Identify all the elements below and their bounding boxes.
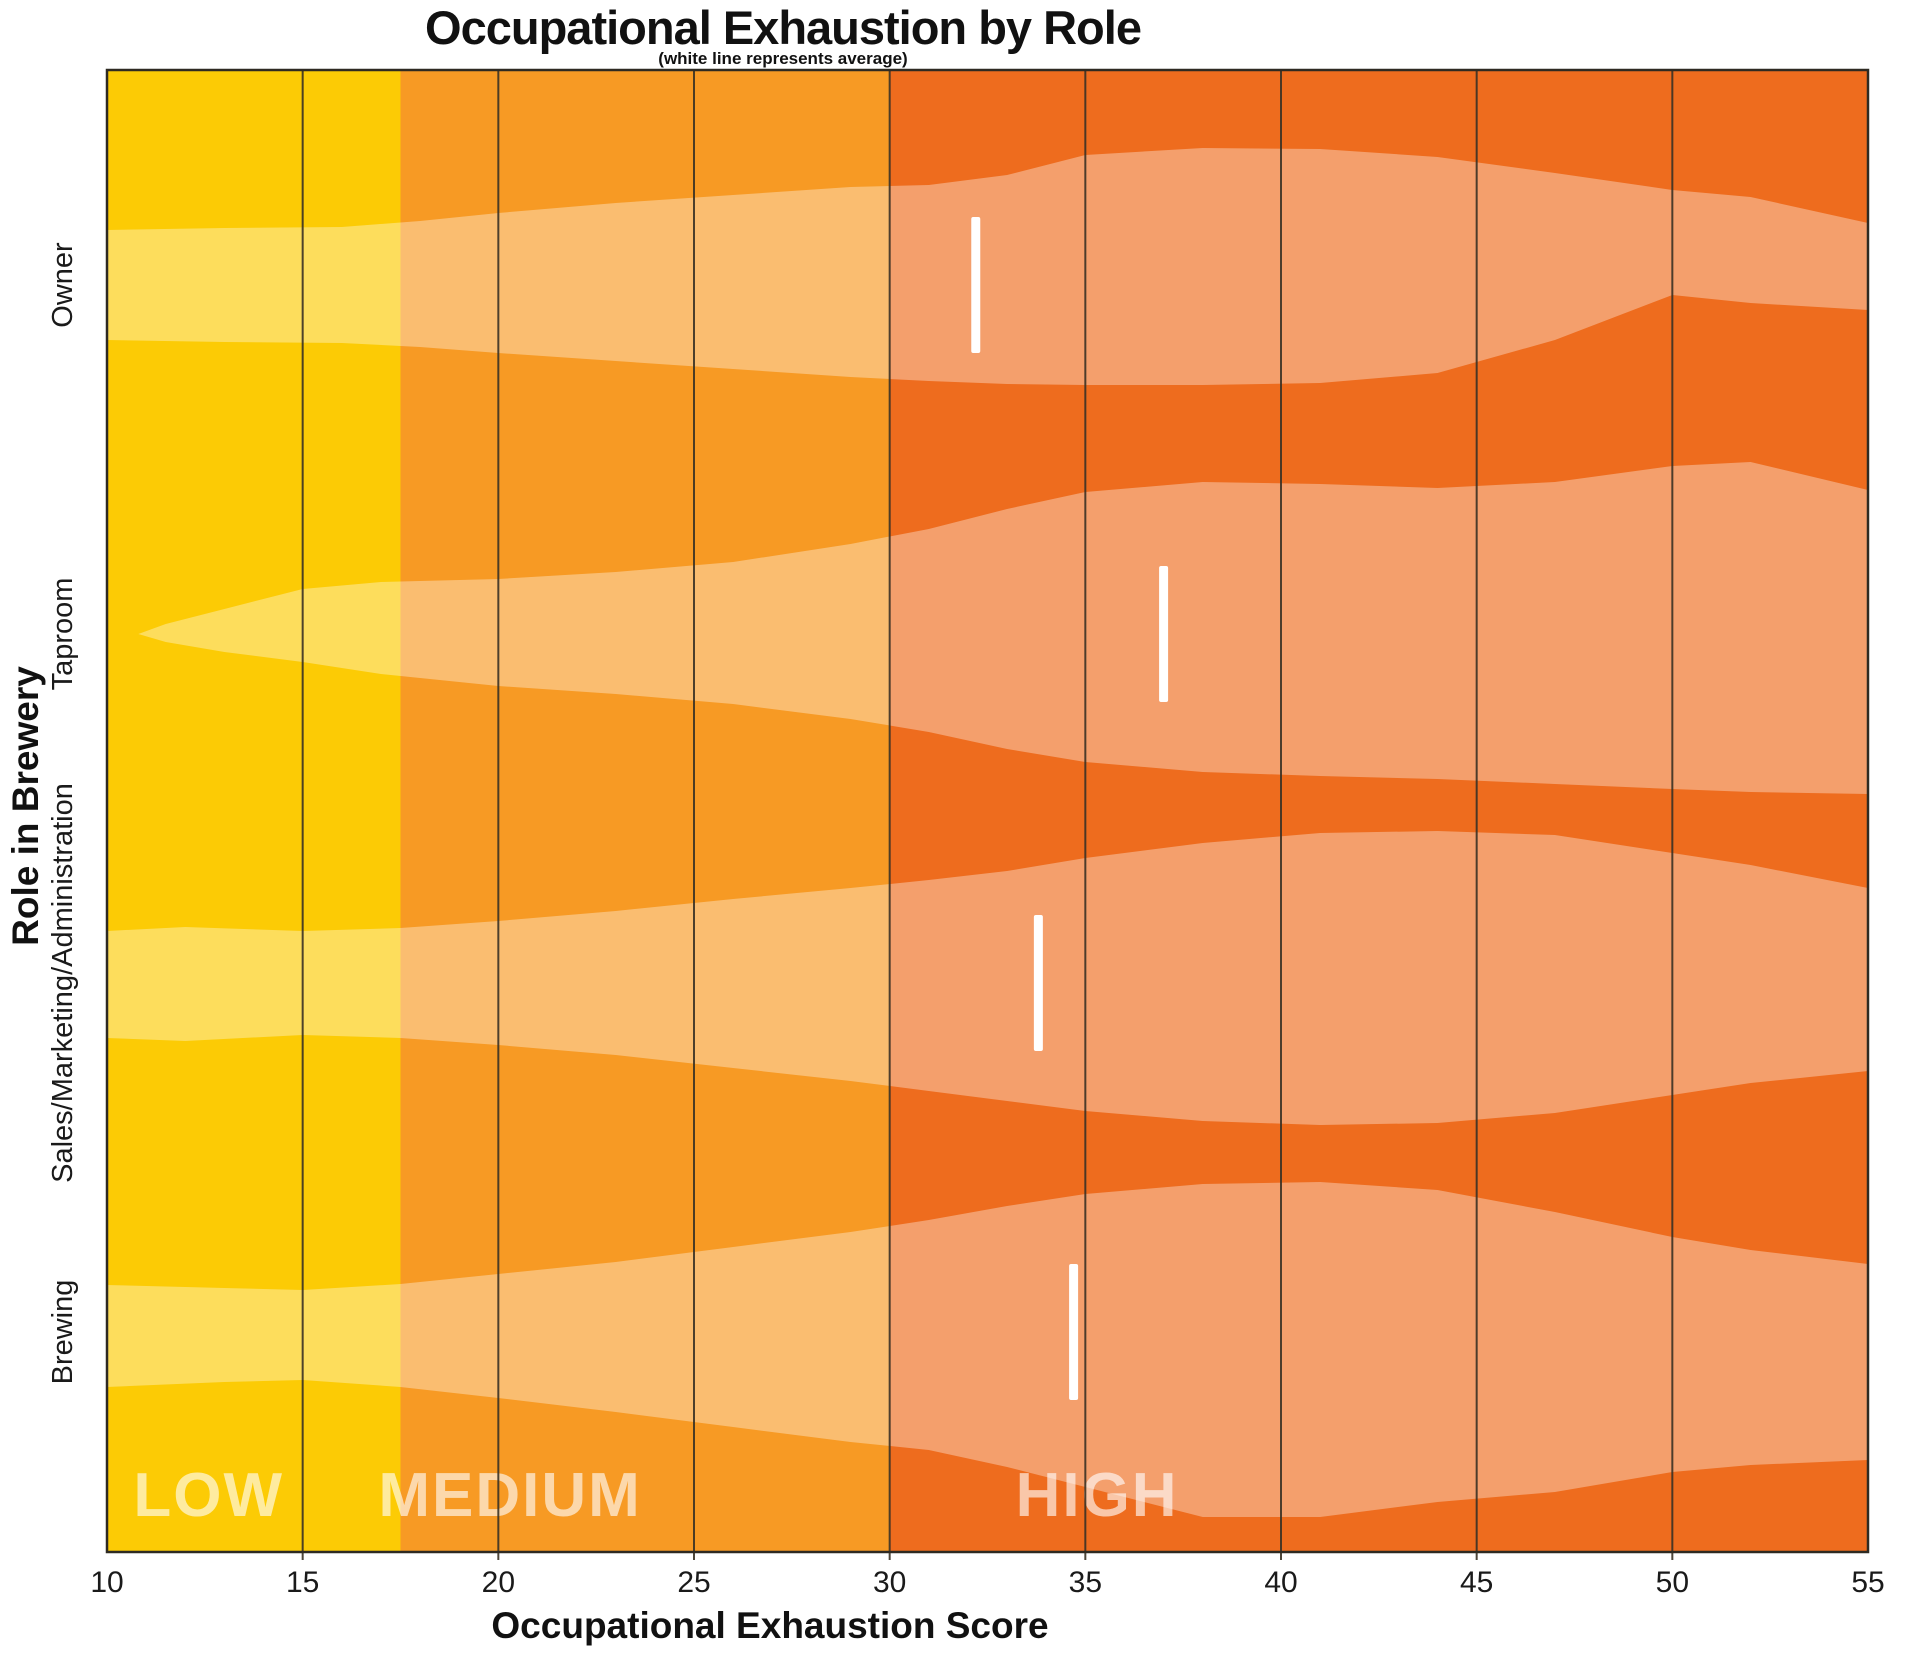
violin-owner xyxy=(107,148,1868,385)
average-line-taproom xyxy=(1159,566,1169,702)
zone-band-medium xyxy=(400,70,890,1552)
category-label-brewing: Brewing xyxy=(47,1280,79,1385)
x-tick-label-25: 25 xyxy=(677,1566,710,1599)
zone-label-high: HIGH xyxy=(1016,1461,1179,1530)
plot-border xyxy=(105,68,1870,1554)
average-line-brewing xyxy=(1069,1264,1079,1400)
x-tick-label-10: 10 xyxy=(90,1566,123,1599)
chart-subtitle: (white line represents average) xyxy=(658,49,907,68)
violin-taproom xyxy=(138,462,1869,794)
average-line-sales-marketing-administration xyxy=(1033,915,1043,1051)
x-tick-label-45: 45 xyxy=(1460,1566,1493,1599)
category-label-owner: Owner xyxy=(47,242,79,328)
category-label-sales-marketing-administration: Sales/Marketing/Administration xyxy=(47,783,79,1183)
x-tick-label-20: 20 xyxy=(482,1566,515,1599)
gridlines-layer xyxy=(301,70,1674,1560)
x-tick-label-15: 15 xyxy=(286,1566,319,1599)
x-tick-label-50: 50 xyxy=(1656,1566,1689,1599)
zone-labels-layer: LOW MEDIUM HIGH xyxy=(133,1461,1179,1530)
x-tick-labels-layer: 10 15 20 25 30 35 40 45 50 55 xyxy=(90,1566,1884,1599)
zone-label-low: LOW xyxy=(133,1461,284,1530)
average-line-owner xyxy=(971,217,981,353)
y-axis-title: Role in Brewery xyxy=(5,666,46,946)
category-labels-layer: Owner Taproom Sales/Marketing/Administrati… xyxy=(47,242,79,1384)
x-tick-label-35: 35 xyxy=(1069,1566,1102,1599)
x-tick-label-30: 30 xyxy=(873,1566,906,1599)
zone-band-low xyxy=(107,70,401,1552)
violin-sales-marketing-administration xyxy=(107,831,1868,1125)
chart-title: Occupational Exhaustion by Role xyxy=(425,1,1141,54)
zone-label-medium: MEDIUM xyxy=(378,1461,641,1530)
violins-layer xyxy=(107,148,1869,1517)
violin-brewing xyxy=(107,1182,1868,1517)
average-lines-layer xyxy=(971,217,1169,1400)
x-tick-label-55: 55 xyxy=(1851,1566,1884,1599)
zone-bands-layer xyxy=(107,70,1868,1552)
x-tick-label-40: 40 xyxy=(1264,1566,1297,1599)
category-label-taproom: Taproom xyxy=(47,578,79,691)
zone-band-high xyxy=(889,70,1868,1552)
x-axis-title: Occupational Exhaustion Score xyxy=(491,1605,1048,1646)
